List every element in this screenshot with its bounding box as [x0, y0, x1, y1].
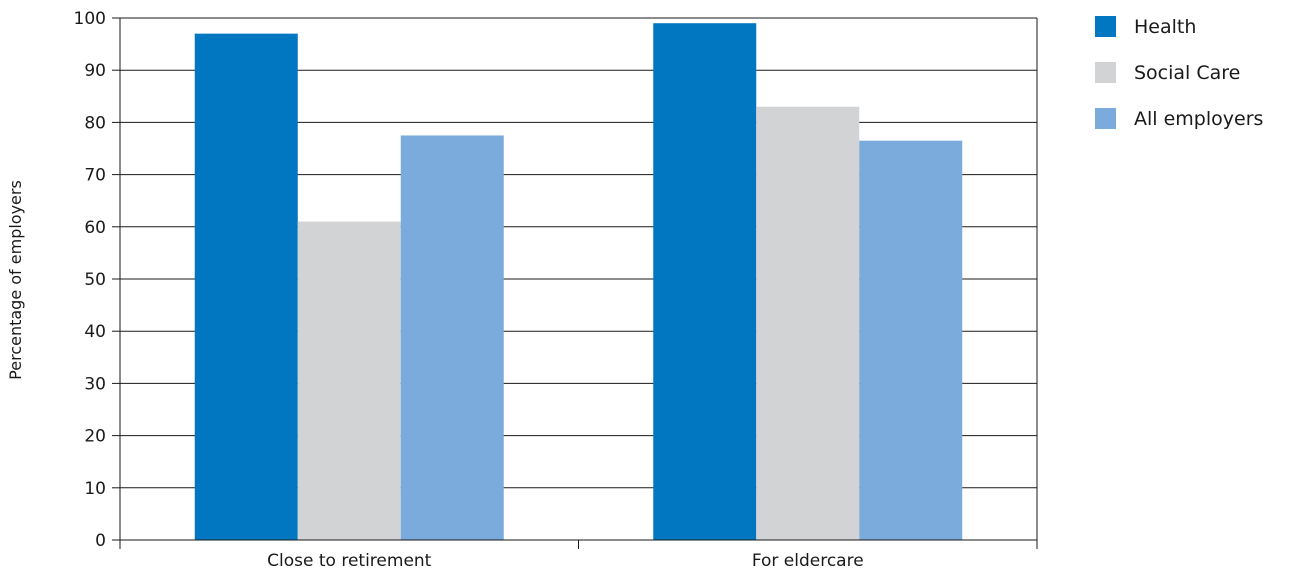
bar-all-employers-2: [859, 140, 963, 541]
y-tick-label: 40: [84, 322, 106, 342]
y-tick-label: 60: [84, 218, 106, 238]
bars: [194, 23, 963, 541]
y-tick-label: 90: [84, 61, 106, 81]
bar-social-care-1: [297, 221, 401, 540]
y-tick-label: 30: [84, 374, 106, 394]
legend: Health Social Care All employers: [1095, 16, 1263, 130]
y-tick-label: 10: [84, 479, 106, 499]
legend-swatch-all-employers: [1095, 108, 1116, 129]
legend-label: Social Care: [1134, 62, 1240, 84]
bar-health-1: [194, 33, 298, 540]
bar-social-care-2: [756, 106, 860, 541]
y-tick-labels: 0 10 20 30 40 50 60 70 80 90 100: [74, 9, 106, 551]
bar-all-employers-1: [400, 135, 504, 540]
y-tick-label: 70: [84, 166, 106, 186]
y-tick-label: 50: [84, 270, 106, 290]
y-tick-label: 20: [84, 427, 106, 447]
x-tick-label: Close to retirement: [267, 551, 432, 569]
legend-swatch-health: [1095, 16, 1116, 37]
y-tick-label: 80: [84, 113, 106, 133]
y-tick-label: 0: [95, 531, 106, 551]
y-axis-title: Percentage of employers: [6, 180, 25, 380]
x-tick-labels: Close to retirement For eldercare: [267, 551, 864, 569]
axes: [112, 17, 1038, 549]
x-tick-label: For eldercare: [752, 551, 864, 569]
legend-label: All employers: [1134, 108, 1263, 130]
legend-swatch-social-care: [1095, 62, 1116, 83]
bar-health-2: [653, 23, 757, 541]
legend-label: Health: [1134, 16, 1196, 38]
y-tick-label: 100: [74, 9, 106, 29]
